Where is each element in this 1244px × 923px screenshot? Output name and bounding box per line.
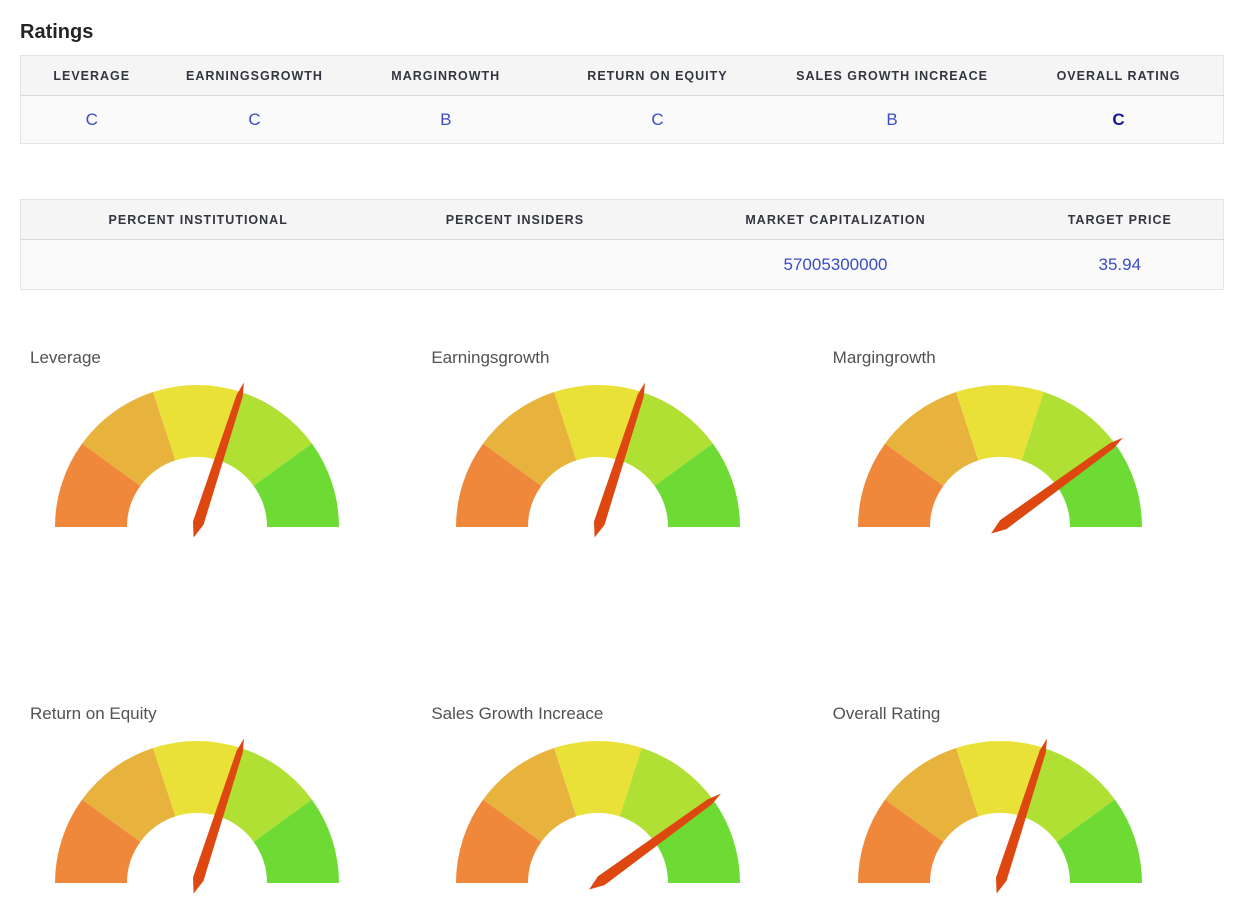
- gauge-chart: [850, 375, 1150, 543]
- gauge-title: Earningsgrowth: [431, 348, 550, 367]
- gauge-segment: [554, 741, 643, 817]
- stats-table: PERCENT INSTITUTIONAL PERCENT INSIDERS M…: [20, 199, 1224, 290]
- rating-cell-overall-rating: C: [1014, 95, 1224, 144]
- gauge-segment: [1021, 391, 1115, 486]
- rating-cell-marginrowth: B: [346, 95, 545, 144]
- gauge-chart: [448, 375, 748, 543]
- column-header-percent-institutional: PERCENT INSTITUTIONAL: [20, 199, 376, 240]
- gauge-segment: [153, 741, 241, 817]
- gauge-segment: [483, 747, 577, 842]
- value-cell-percent-institutional: [20, 239, 376, 290]
- gauge-segment: [554, 385, 643, 461]
- gauge-chart: [850, 731, 1150, 899]
- gauge-segment: [857, 443, 944, 527]
- rating-cell-leverage: C: [20, 95, 163, 144]
- gauge-segment: [619, 391, 714, 486]
- gauge-segment: [483, 391, 577, 486]
- gauge-segment: [955, 741, 1044, 817]
- gauge-title: Margingrowth: [832, 348, 936, 367]
- rating-cell-return-on-equity: C: [544, 95, 770, 144]
- gauge-segment: [619, 747, 714, 842]
- gauge-grid: Leverage Earningsgrowth Margingrowth Ret…: [20, 347, 1224, 899]
- gauge-segment: [654, 443, 741, 527]
- gauge-segment: [55, 443, 141, 527]
- gauge-segment: [253, 799, 339, 883]
- column-header-marginrowth: MARGINROWTH: [346, 55, 545, 96]
- gauge-segment: [884, 391, 979, 486]
- gauge-segment: [82, 391, 176, 486]
- gauge-card-leverage: Leverage: [20, 347, 421, 543]
- column-header-earningsgrowth: EARNINGSGROWTH: [162, 55, 347, 96]
- gauge-segment: [955, 385, 1044, 461]
- stats-header-row: PERCENT INSTITUTIONAL PERCENT INSIDERS M…: [20, 199, 1224, 240]
- gauge-card-return-on-equity: Return on Equity: [20, 703, 421, 899]
- gauge-segment: [153, 385, 241, 461]
- gauge-needle: [193, 382, 244, 538]
- rating-cell-sales-growth-increace: B: [769, 95, 1015, 144]
- gauge-chart: [47, 731, 347, 899]
- gauge-chart: [448, 731, 748, 899]
- column-header-return-on-equity: RETURN ON EQUITY: [544, 55, 770, 96]
- gauge-needle: [589, 793, 722, 890]
- gauge-segment: [456, 799, 542, 883]
- gauge-segment: [456, 443, 542, 527]
- value-cell-percent-insiders: [375, 239, 655, 290]
- gauge-segment: [884, 747, 979, 842]
- gauge-segment: [857, 799, 944, 883]
- ratings-header-row: LEVERAGE EARNINGSGROWTH MARGINROWTH RETU…: [20, 55, 1224, 96]
- column-header-leverage: LEVERAGE: [20, 55, 163, 96]
- gauge-card-earningsgrowth: Earningsgrowth: [421, 347, 822, 543]
- gauge-card-sales-growth-increace: Sales Growth Increace: [421, 703, 822, 899]
- gauge-title: Leverage: [30, 348, 101, 367]
- gauge-segment: [1021, 747, 1115, 842]
- value-cell-target-price: 35.94: [1016, 239, 1224, 290]
- ratings-value-row: C C B C B C: [20, 95, 1224, 144]
- gauge-segment: [82, 747, 176, 842]
- gauge-needle: [193, 738, 244, 894]
- gauge-segment: [55, 799, 141, 883]
- stats-value-row: 57005300000 35.94: [20, 239, 1224, 290]
- gauge-needle: [594, 382, 646, 538]
- rating-cell-earningsgrowth: C: [162, 95, 347, 144]
- gauge-segment: [1056, 799, 1142, 883]
- gauge-segment: [253, 443, 339, 527]
- ratings-table: LEVERAGE EARNINGSGROWTH MARGINROWTH RETU…: [20, 55, 1224, 144]
- gauge-card-overall-rating: Overall Rating: [823, 703, 1224, 899]
- column-header-percent-insiders: PERCENT INSIDERS: [375, 199, 655, 240]
- gauge-title: Return on Equity: [30, 704, 157, 723]
- gauge-title: Overall Rating: [832, 704, 941, 723]
- column-header-overall-rating: OVERALL RATING: [1014, 55, 1224, 96]
- gauge-chart: [47, 375, 347, 543]
- gauge-title: Sales Growth Increace: [431, 704, 604, 723]
- gauge-card-margingrowth: Margingrowth: [823, 347, 1224, 543]
- value-cell-market-capitalization: 57005300000: [654, 239, 1017, 290]
- gauge-segment: [218, 391, 312, 486]
- column-header-sales-growth-increace: SALES GROWTH INCREACE: [769, 55, 1015, 96]
- page-title: Ratings: [20, 21, 94, 43]
- gauge-segment: [1056, 443, 1142, 527]
- gauge-segment: [218, 747, 312, 842]
- gauge-needle: [995, 738, 1047, 894]
- column-header-target-price: TARGET PRICE: [1016, 199, 1224, 240]
- column-header-market-capitalization: MARKET CAPITALIZATION: [654, 199, 1017, 240]
- gauge-needle: [990, 437, 1123, 534]
- gauge-segment: [654, 799, 741, 883]
